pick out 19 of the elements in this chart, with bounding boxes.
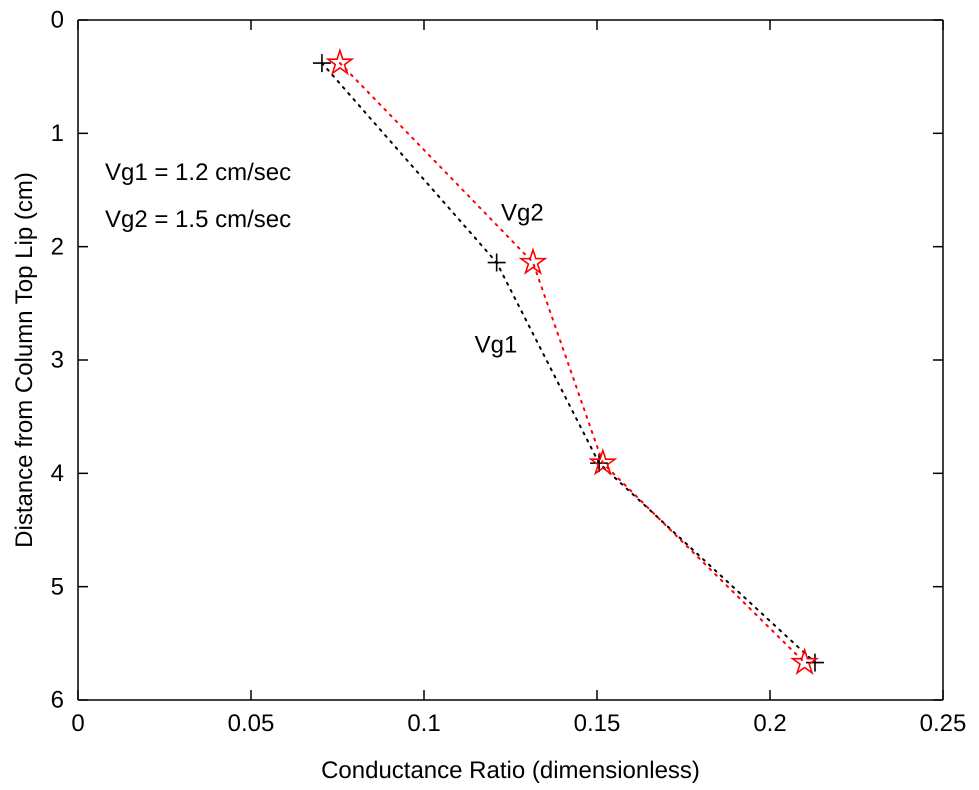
y-tick-label: 3	[50, 346, 64, 374]
y-tick-label: 6	[50, 686, 64, 714]
y-tick-label: 5	[50, 573, 64, 600]
series-label: Vg1	[474, 332, 518, 359]
x-tick-label: 0	[71, 710, 85, 738]
x-tick-label: 0.1	[407, 710, 441, 738]
y-tick-label: 2	[50, 233, 64, 260]
annotation: Vg1 = 1.2 cm/sec	[105, 159, 292, 186]
x-tick-label: 0.05	[228, 710, 274, 738]
y-tick-label: 1	[50, 120, 64, 148]
x-axis-title: Conductance Ratio (dimensionless)	[321, 757, 700, 784]
x-tick-label: 0.15	[574, 710, 620, 738]
annotation: Vg2 = 1.5 cm/sec	[105, 206, 292, 233]
y-tick-label: 4	[50, 460, 64, 488]
series-label: Vg2	[500, 200, 544, 227]
x-tick-label: 0.25	[920, 710, 966, 738]
y-axis-title: Distance from Column Top Lip (cm)	[11, 172, 38, 548]
x-tick-label: 0.2	[753, 710, 787, 738]
y-tick-label: 0	[50, 6, 64, 34]
